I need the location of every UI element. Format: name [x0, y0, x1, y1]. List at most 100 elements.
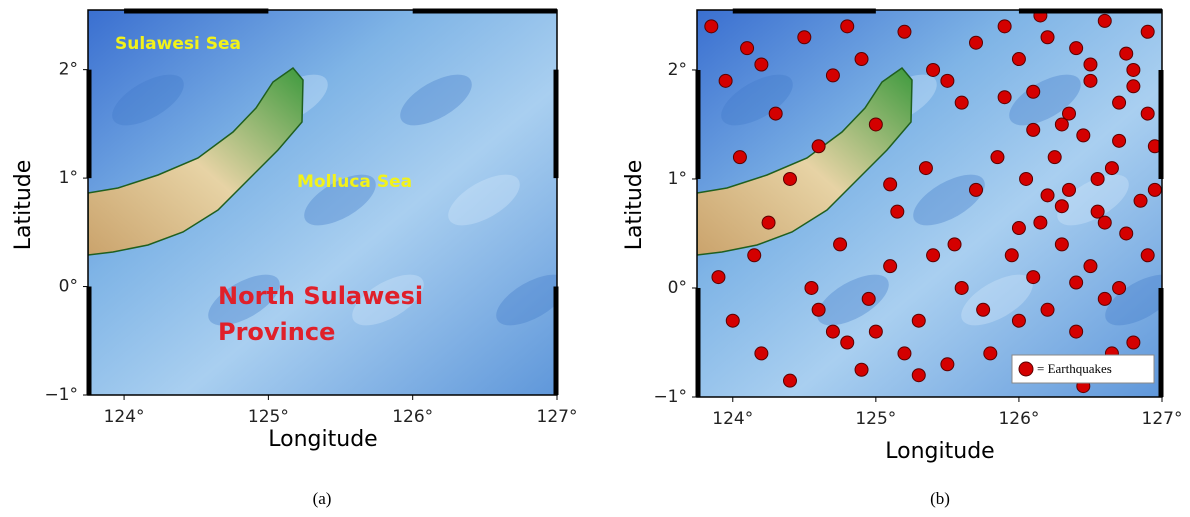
x-tick-label: 127° [537, 407, 578, 427]
earthquake [884, 260, 897, 273]
earthquake [912, 314, 925, 327]
earthquake [984, 347, 997, 360]
earthquake [941, 358, 954, 371]
earthquake [1070, 325, 1083, 338]
y-tick-label: 0° [668, 278, 687, 298]
earthquake [1063, 107, 1076, 120]
earthquake [1148, 183, 1161, 196]
earthquake [784, 172, 797, 185]
earthquake [812, 303, 825, 316]
earthquake [834, 238, 847, 251]
earthquake [1098, 14, 1111, 27]
earthquake [1012, 314, 1025, 327]
earthquake [1127, 63, 1140, 76]
earthquake [855, 363, 868, 376]
legend-marker [1019, 362, 1033, 376]
y-tick-label: 0° [59, 277, 78, 297]
earthquake [1098, 292, 1111, 305]
earthquake [941, 74, 954, 87]
earthquake [755, 58, 768, 71]
earthquake [955, 281, 968, 294]
earthquake [991, 151, 1004, 164]
earthquake [1027, 85, 1040, 98]
x-tick-label: 126° [998, 409, 1039, 429]
earthquake [755, 347, 768, 360]
earthquake [1020, 172, 1033, 185]
x-tick-label: 124° [104, 407, 145, 427]
earthquake [1041, 31, 1054, 44]
earthquake [912, 369, 925, 382]
x-tick-label: 126° [392, 407, 433, 427]
earthquake [1034, 216, 1047, 229]
earthquake [970, 183, 983, 196]
earthquake [1012, 222, 1025, 235]
x-tick-label: 125° [248, 407, 289, 427]
earthquake [1070, 276, 1083, 289]
earthquake [891, 205, 904, 218]
earthquake [1141, 249, 1154, 262]
earthquake [1027, 271, 1040, 284]
y-tick-label: −1° [653, 387, 687, 407]
earthquake [741, 42, 754, 55]
map-label: Province [218, 318, 335, 346]
earthquake [1141, 107, 1154, 120]
earthquake [1005, 249, 1018, 262]
earthquake [1105, 162, 1118, 175]
earthquake [1055, 238, 1068, 251]
earthquake [1055, 200, 1068, 213]
earthquake [898, 25, 911, 38]
earthquake [762, 216, 775, 229]
earthquake [812, 140, 825, 153]
earthquake [1134, 194, 1147, 207]
earthquake [733, 151, 746, 164]
earthquake [977, 303, 990, 316]
earthquake [1084, 74, 1097, 87]
y-tick-label: 2° [59, 60, 78, 80]
x-axis-label: Longitude [885, 439, 994, 464]
earthquake [998, 91, 1011, 104]
earthquake [1113, 281, 1126, 294]
earthquake [1012, 53, 1025, 66]
earthquake [1098, 216, 1111, 229]
earthquake [712, 271, 725, 284]
earthquake [826, 69, 839, 82]
earthquake [1127, 80, 1140, 93]
earthquake [1070, 42, 1083, 55]
x-tick-label: 125° [855, 409, 896, 429]
earthquake [841, 20, 854, 33]
earthquake [826, 325, 839, 338]
y-axis-label: Latitude [11, 160, 36, 251]
earthquake [955, 96, 968, 109]
earthquake [884, 178, 897, 191]
earthquake [705, 20, 718, 33]
earthquake [1141, 25, 1154, 38]
y-tick-label: 1° [668, 169, 687, 189]
map-label: North Sulawesi [218, 282, 423, 310]
earthquake [1127, 336, 1140, 349]
earthquake [927, 63, 940, 76]
earthquake [769, 107, 782, 120]
x-tick-label: 124° [712, 409, 753, 429]
earthquake [1084, 58, 1097, 71]
earthquake [970, 36, 983, 49]
x-axis-label: Longitude [268, 427, 377, 452]
legend-text: = Earthquakes [1037, 361, 1112, 376]
earthquake [798, 31, 811, 44]
panel-label: (b) [930, 489, 950, 508]
earthquake [1027, 123, 1040, 136]
earthquake [841, 336, 854, 349]
earthquake [784, 374, 797, 387]
earthquake [1113, 96, 1126, 109]
earthquake [1084, 260, 1097, 273]
x-tick-label: 127° [1142, 409, 1183, 429]
earthquake [898, 347, 911, 360]
map-panel [697, 9, 1185, 397]
figure: Sulawesi Sea Molluca Sea North Sulawesi Pro… [0, 0, 1190, 517]
earthquake [1113, 134, 1126, 147]
map-label: Molluca Sea [297, 172, 412, 192]
y-tick-label: −1° [44, 385, 78, 405]
earthquake [919, 162, 932, 175]
y-tick-label: 2° [668, 60, 687, 80]
map-label: Sulawesi Sea [115, 34, 241, 54]
earthquake [1120, 47, 1133, 60]
